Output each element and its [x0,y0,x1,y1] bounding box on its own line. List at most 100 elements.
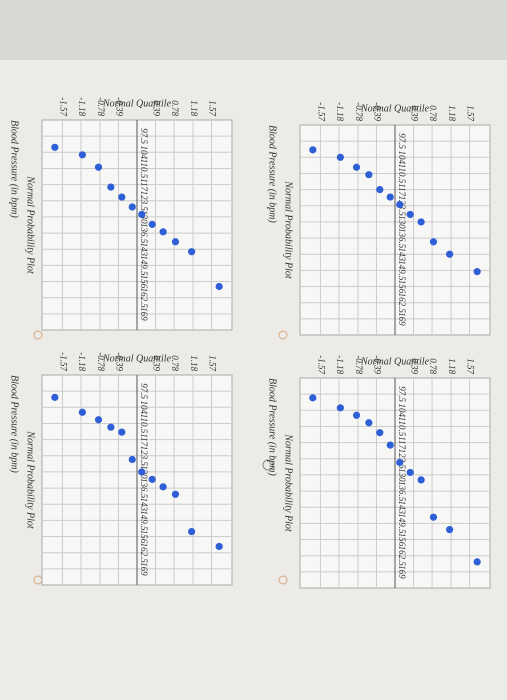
x-tick-label: 149.5 [397,260,407,281]
x-tick-label: 97.5 [139,128,149,144]
data-point [473,558,481,566]
y-tick-label: -1.18 [77,352,87,371]
y-tick-label: 1.18 [447,105,457,121]
data-point [396,458,404,467]
y-tick-label: -1.18 [335,355,345,374]
y-tick-label: 1.57 [208,355,218,371]
data-point [309,394,317,402]
data-point [396,200,404,209]
y-tick-label: 0.78 [170,100,180,116]
y-tick-label: 0.78 [428,358,438,374]
data-point [171,490,180,498]
probability-plot: 97.5104110.5117123.5130136.5143149.51561… [9,97,233,331]
data-point [94,163,103,171]
data-point [128,455,136,464]
x-tick-label: 104 [397,404,407,418]
data-point [128,203,136,211]
y-tick-label: 1.57 [466,105,476,121]
radio-button[interactable] [262,459,274,471]
x-tick-label: 162.5 [139,543,149,564]
chart-title: Normal Probability Plot [25,175,36,274]
y-tick-label: 1.57 [466,358,476,374]
x-tick-label: 97.5 [397,133,407,149]
data-point [148,220,156,228]
y-tick-label: -1.18 [77,97,87,116]
x-tick-label: 130 [397,215,407,229]
chart-title: Normal Probability Plot [283,433,294,532]
x-tick-label: 143 [397,500,407,514]
probability-plot: 97.5104110.5117123.5130136.5143149.51561… [267,102,491,336]
data-point [352,411,361,419]
y-tick-label: -0.78 [96,97,106,116]
y-tick-label: 0.39 [409,105,419,121]
data-point [446,250,454,258]
y-tick-label: -1.18 [335,102,345,121]
x-tick-label: 143 [397,247,407,261]
data-point [386,193,394,201]
data-point [159,483,167,491]
x-tick-label: 104 [139,401,149,415]
x-tick-label: 117 [397,183,407,196]
x-tick-label: 123.5 [139,446,149,467]
data-point [107,423,115,431]
x-axis-label: Blood Pressure (in bpm) [9,375,20,474]
x-tick-label: 117 [139,178,149,191]
data-point [148,475,156,483]
y-tick-label: 0.39 [151,100,161,116]
y-tick-label: -1.57 [58,352,68,371]
y-tick-label: -0.39 [114,352,124,371]
y-tick-label: -0.39 [372,355,382,374]
y-axis-label: Normal Quantile [360,103,430,114]
x-tick-label: 110.5 [139,159,149,179]
zoom-icon[interactable] [278,330,288,340]
x-tick-label: 143 [139,497,149,511]
data-point [446,525,454,534]
data-point [336,404,344,412]
zoom-icon[interactable] [278,575,288,585]
data-point [51,393,59,401]
x-tick-label: 97.5 [139,383,149,399]
x-tick-label: 143 [139,242,149,256]
data-point [376,186,384,194]
data-point [78,151,86,159]
y-tick-label: 0.78 [170,355,180,371]
y-tick-label: -0.78 [354,355,364,374]
y-tick-label: 1.18 [447,358,457,374]
x-tick-label: 162.5 [397,546,407,567]
data-point [215,282,223,291]
data-point [138,468,146,476]
data-point [118,428,126,436]
x-tick-label: 169 [139,562,149,576]
data-point [406,468,414,477]
data-point [188,527,196,536]
x-tick-label: 136.5 [397,228,407,249]
x-tick-label: 136.5 [139,223,149,244]
y-tick-label: -1.57 [316,355,326,374]
data-point [51,143,59,151]
data-point [365,419,373,427]
x-tick-label: 110.5 [397,164,407,184]
data-point [352,163,361,171]
x-tick-label: 156 [139,530,149,544]
data-point [107,183,115,191]
x-tick-label: 149.5 [139,255,149,276]
y-tick-label: -0.39 [114,97,124,116]
y-tick-label: -0.78 [96,352,106,371]
data-point [417,218,425,226]
data-point [94,416,103,424]
data-point [159,228,167,236]
x-tick-label: 136.5 [397,481,407,502]
chart-title: Normal Probability Plot [283,180,294,279]
zoom-icon[interactable] [33,330,43,340]
y-tick-label: -1.57 [316,102,326,121]
x-tick-label: 169 [139,307,149,321]
probability-plot: 97.5104110.5117123.5130136.5143149.51561… [267,355,491,589]
x-tick-label: 117 [397,436,407,449]
x-tick-label: 162.5 [139,288,149,309]
x-tick-label: 110.5 [397,417,407,437]
data-point [376,429,384,437]
data-point [417,476,425,484]
x-axis-label: Blood Pressure (in bpm) [9,120,20,219]
